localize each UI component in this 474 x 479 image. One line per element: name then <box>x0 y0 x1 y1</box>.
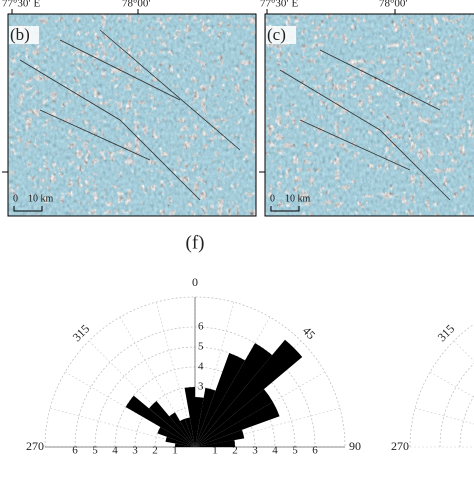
grid-spoke <box>415 407 474 425</box>
label-bg <box>266 26 296 44</box>
r-tick-label: 6 <box>198 321 204 333</box>
petal <box>195 397 204 447</box>
grid-ring <box>409 323 474 448</box>
r-tick-label: 4 <box>112 445 118 457</box>
petal <box>195 440 235 447</box>
petal <box>195 339 303 447</box>
r-tick-label: 6 <box>312 445 318 457</box>
petal <box>149 401 195 447</box>
angle-tick-label: 270 <box>391 439 409 453</box>
frame <box>7 13 257 217</box>
r-tick-label: 6 <box>72 445 78 457</box>
petal <box>195 389 273 447</box>
r-tick-label: 2 <box>232 445 238 457</box>
angle-tick-label: 90 <box>349 439 361 453</box>
r-tick-label: 2 <box>152 445 158 457</box>
petal <box>184 417 195 447</box>
r-tick-label: 3 <box>198 381 204 393</box>
lineaments <box>279 49 451 201</box>
scale-bar <box>270 206 300 212</box>
petal <box>125 395 195 447</box>
label-bg <box>9 26 39 44</box>
petal <box>165 436 195 447</box>
petal <box>195 343 273 447</box>
panel-label: (b) <box>10 25 30 44</box>
r-tick-label: 1 <box>212 445 218 457</box>
petal <box>195 402 280 447</box>
image-b <box>2 9 257 217</box>
scale-label: 10 km <box>285 193 311 204</box>
scale-zero: 0 <box>270 193 275 204</box>
scale-bar <box>13 206 43 212</box>
petal <box>180 418 195 447</box>
lineament-overlay <box>265 14 474 216</box>
r-tick-label: 5 <box>198 341 204 353</box>
petal <box>195 387 216 447</box>
lon-tick-label: 77°30′ E <box>260 0 299 10</box>
panel-label: (c) <box>267 25 286 44</box>
grid-ring <box>439 362 474 448</box>
lon-tick-label: 77°30′ E <box>2 0 41 10</box>
grid-ring <box>459 395 474 448</box>
lon-tick-label: 78°00′ <box>379 0 408 10</box>
r-tick-label: 3 <box>132 445 138 457</box>
petal <box>157 427 195 447</box>
lon-tick-label: 78°00′ <box>122 0 151 10</box>
frame <box>264 13 474 217</box>
r-tick-label: 1 <box>172 445 178 457</box>
chart-title: (f) <box>186 232 205 253</box>
r-tick-label: 3 <box>252 445 258 457</box>
grid-spoke <box>453 340 474 362</box>
petal <box>175 443 195 447</box>
petal <box>184 387 195 447</box>
r-tick-label: 4 <box>272 445 278 457</box>
angle-tick-label: 0 <box>192 275 198 289</box>
r-tick-label: 5 <box>292 445 298 457</box>
petal <box>195 353 245 447</box>
r-tick-label: 5 <box>92 445 98 457</box>
petal <box>195 429 245 447</box>
image-c <box>259 9 474 217</box>
scale-label: 10 km <box>28 193 54 204</box>
lineament-overlay <box>8 14 256 216</box>
rose-diagram: 04590270315111222333444555666 <box>26 275 361 457</box>
angle-tick-label: 270 <box>26 439 44 453</box>
scale-zero: 0 <box>13 193 18 204</box>
lineaments <box>19 29 241 201</box>
petal <box>169 412 195 447</box>
r-tick-label: 4 <box>198 361 204 373</box>
grid-spoke <box>429 371 474 398</box>
angle-tick-label: 45 <box>300 324 318 342</box>
